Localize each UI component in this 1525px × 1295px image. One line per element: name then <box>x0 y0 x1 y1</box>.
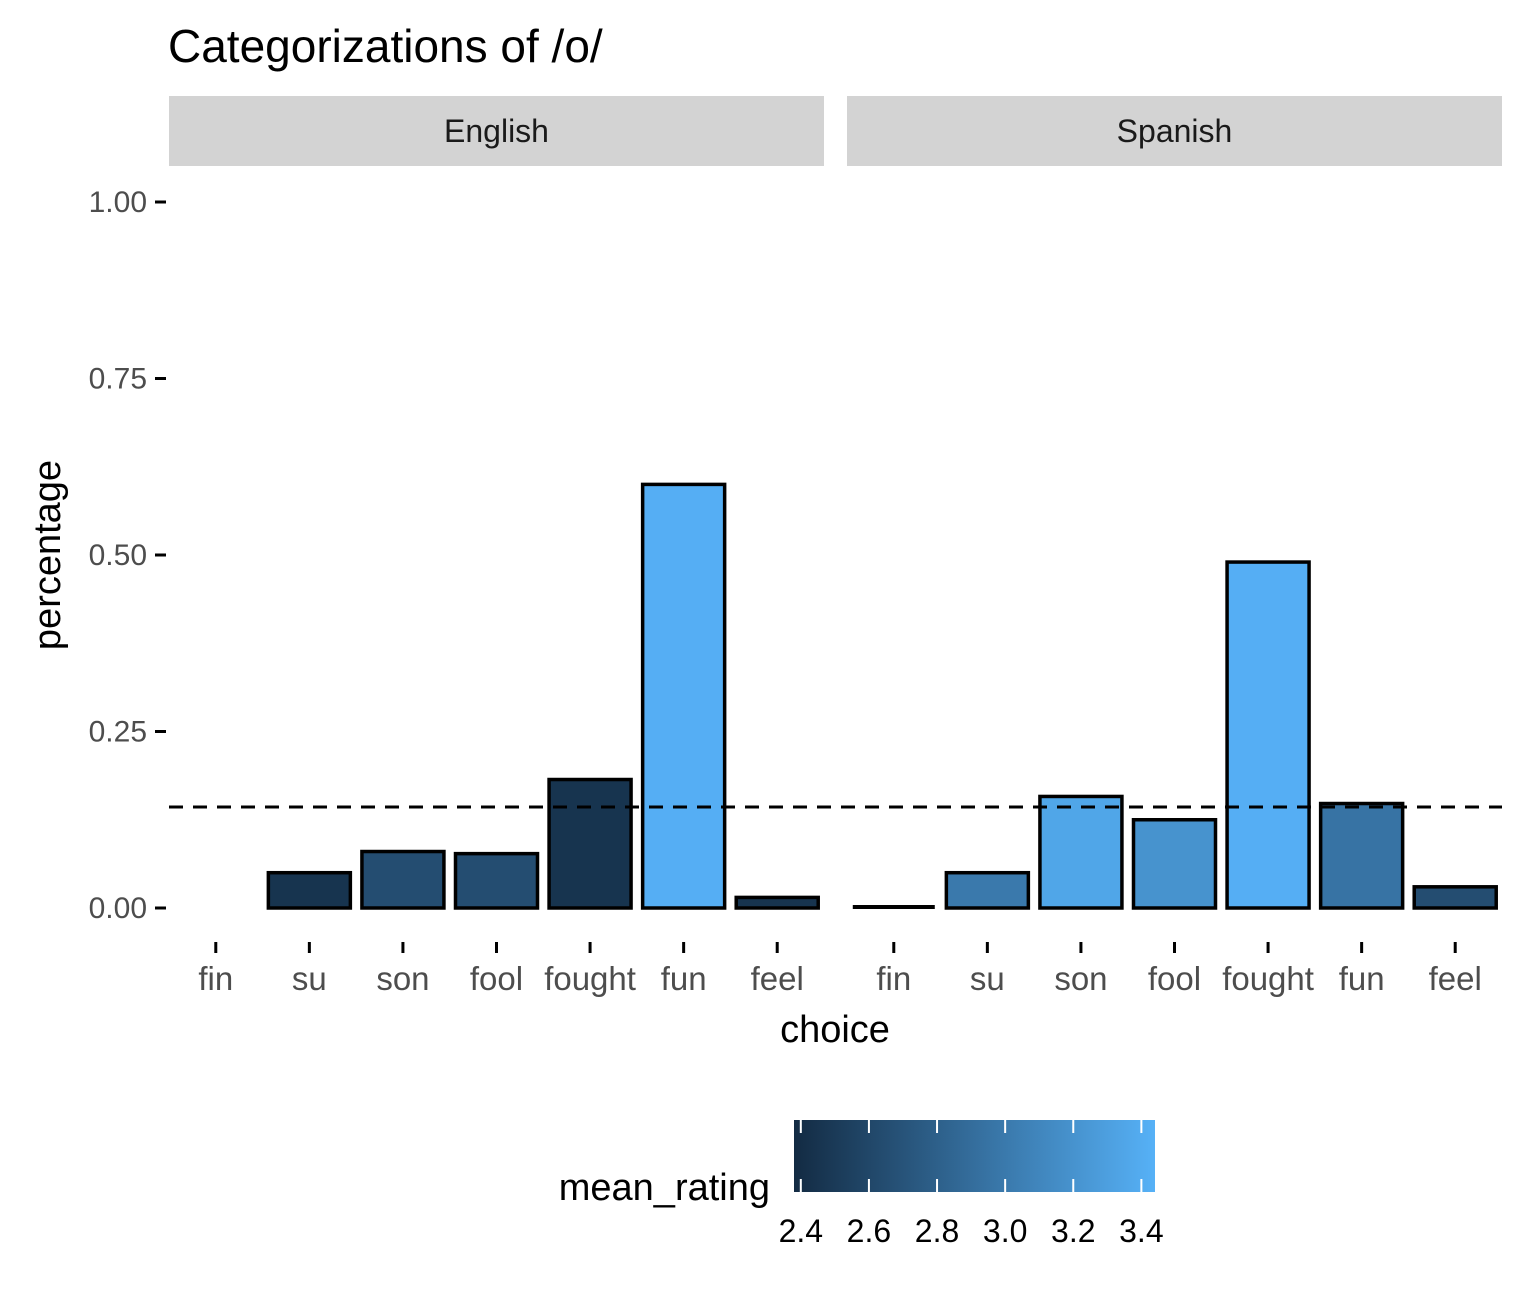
x-axis-label: choice <box>780 1009 890 1051</box>
facet-panel: Spanish fin su son fool fought fun feel <box>847 96 1502 997</box>
bar <box>1318 801 1405 910</box>
y-tick-label: 0.25 <box>89 716 147 749</box>
y-tick-label: 1.00 <box>89 186 147 219</box>
legend-tick-label: 3.0 <box>983 1213 1027 1249</box>
legend-tick-label: 3.2 <box>1051 1213 1095 1249</box>
legend-tick-label: 3.4 <box>1119 1213 1163 1249</box>
x-tick-label: fun <box>661 960 707 997</box>
x-tick-label: fun <box>1339 960 1385 997</box>
bar <box>1225 560 1311 910</box>
y-axis-label: percentage <box>27 460 69 650</box>
facet-strip-label: Spanish <box>1117 113 1233 149</box>
legend-tick-label: 2.6 <box>847 1213 891 1249</box>
bar <box>1131 818 1218 910</box>
x-tick-label: fought <box>544 960 636 997</box>
x-tick-label: su <box>970 960 1005 997</box>
legend-tick-label: 2.4 <box>779 1213 823 1249</box>
bar <box>360 849 446 910</box>
x-tick-label: feel <box>751 960 804 997</box>
bar <box>453 851 540 910</box>
x-tick-label: feel <box>1429 960 1482 997</box>
x-tick-label: fin <box>198 960 233 997</box>
x-tick-label: fool <box>1148 960 1201 997</box>
bar <box>640 482 727 910</box>
bar <box>266 870 353 910</box>
facet-panels: English fin su son fool fought fun feel Spanish f… <box>169 96 1502 997</box>
bar <box>1038 794 1124 910</box>
x-tick-label: son <box>376 960 429 997</box>
bar <box>547 777 633 910</box>
y-tick-label: 0.50 <box>89 539 147 572</box>
x-tick-label: fool <box>470 960 523 997</box>
legend-ticks: 2.4 2.6 2.8 3.0 3.2 3.4 <box>779 1120 1164 1249</box>
x-tick-label: fought <box>1222 960 1314 997</box>
chart-title: Categorizations of /o/ <box>168 20 603 72</box>
legend-title: mean_rating <box>559 1167 770 1209</box>
y-tick-label: 0.00 <box>89 892 147 925</box>
legend-tick-label: 2.8 <box>915 1213 959 1249</box>
facet-strip <box>847 96 1502 166</box>
facet-strip-label: English <box>444 113 549 149</box>
color-legend: mean_rating 2.4 2.6 2.8 3.0 3.2 3.4 <box>559 1120 1164 1249</box>
x-tick-label: fin <box>876 960 911 997</box>
x-tick-label: son <box>1054 960 1107 997</box>
facet-panel: English fin su son fool fought fun feel <box>169 96 824 997</box>
x-tick-label: su <box>292 960 327 997</box>
facet-strip <box>169 96 824 166</box>
y-tick-label: 0.75 <box>89 363 147 396</box>
bar <box>734 895 820 910</box>
legend-colorbar <box>794 1120 1155 1192</box>
y-axis: 0.00 0.25 0.50 0.75 1.00 <box>89 186 166 925</box>
bar <box>1412 885 1498 910</box>
bar <box>944 870 1031 910</box>
